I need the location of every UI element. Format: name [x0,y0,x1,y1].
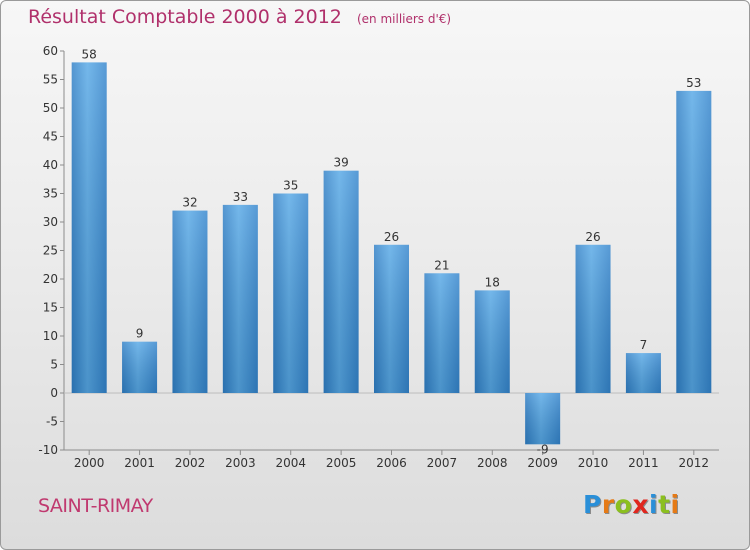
bars-layer [71,62,712,445]
y-tick-label: 0 [50,386,58,400]
proxiti-logo[interactable]: Proxiti [583,490,680,519]
y-tick-label: 60 [43,44,58,58]
x-tick-label-2000: 2000 [74,456,105,470]
value-label-2010: 26 [585,230,600,244]
value-label-2006: 26 [384,230,399,244]
bar-shade-2010 [575,244,611,393]
y-tick-label: 50 [43,101,58,115]
bar-shade-2012 [676,90,712,394]
x-tick-label-2005: 2005 [326,456,357,470]
logo-letter: t [658,490,671,519]
bar-shade-2007 [424,273,460,393]
y-tick-label: 40 [43,158,58,172]
y-tick-label: 30 [43,215,58,229]
value-label-2012: 53 [686,76,701,90]
y-tick-label: 20 [43,272,58,286]
bar-shade-2004 [273,193,309,393]
logo-letter: x [632,490,649,519]
chart-unit-note: (en milliers d'€) [356,12,452,26]
x-tick-label-2011: 2011 [628,456,659,470]
y-tick-label: 35 [43,187,58,201]
bar-shade-2006 [374,244,409,393]
value-label-2004: 35 [283,179,298,193]
x-tick-label-2008: 2008 [477,456,508,470]
town-name: SAINT-RIMAY [38,495,153,517]
y-tick-label: 10 [43,329,58,343]
x-tick-label-2007: 2007 [427,456,458,470]
value-label-2000: 58 [82,47,97,61]
y-tick-label: 15 [43,301,58,315]
x-tick-label-2002: 2002 [175,456,206,470]
bar-shade-2011 [625,353,661,393]
y-tick-label: 45 [43,130,58,144]
x-tick-label-2004: 2004 [275,456,306,470]
bar-shade-2000 [71,62,107,394]
value-label-2005: 39 [333,156,348,170]
bar-shade-2001 [122,341,158,393]
chart-title: Résultat Comptable 2000 à 2012 [28,6,342,28]
bar-shade-2002 [172,210,208,393]
logo-letter: P [583,490,602,519]
logo-letter: o [614,490,633,519]
labels-layer: 2000 58 2001 9 2002 32 2003 33 2004 35 2005 39 2006 2… [74,47,709,470]
y-tick-label: 55 [43,73,58,87]
x-tick-label-2012: 2012 [679,456,710,470]
y-tick-label: -10 [38,443,58,457]
logo-letter: r [601,490,615,519]
bar-shade-2005 [323,170,359,393]
value-label-2003: 33 [233,190,248,204]
y-tick-label: 5 [50,358,58,372]
x-tick-label-2001: 2001 [124,456,155,470]
value-label-2008: 18 [485,275,500,289]
bar-shade-2003 [222,204,258,393]
x-tick-label-2010: 2010 [578,456,609,470]
x-tick-label-2003: 2003 [225,456,256,470]
y-tick-label: -5 [46,415,58,429]
logo-letter: i [649,490,659,519]
bar-shade-2008 [474,290,510,393]
y-tick-label: 25 [43,244,58,258]
title-row: Résultat Comptable 2000 à 2012 (en milli… [28,6,451,28]
value-label-2007: 21 [434,258,449,272]
logo-letter: i [670,490,680,519]
bar-shade-2009 [525,393,561,445]
value-label-2009: -9 [537,442,549,456]
value-label-2002: 32 [182,196,197,210]
value-label-2001: 9 [136,327,144,341]
value-label-2011: 7 [640,338,648,352]
x-tick-label-2009: 2009 [527,456,558,470]
x-tick-label-2006: 2006 [376,456,407,470]
